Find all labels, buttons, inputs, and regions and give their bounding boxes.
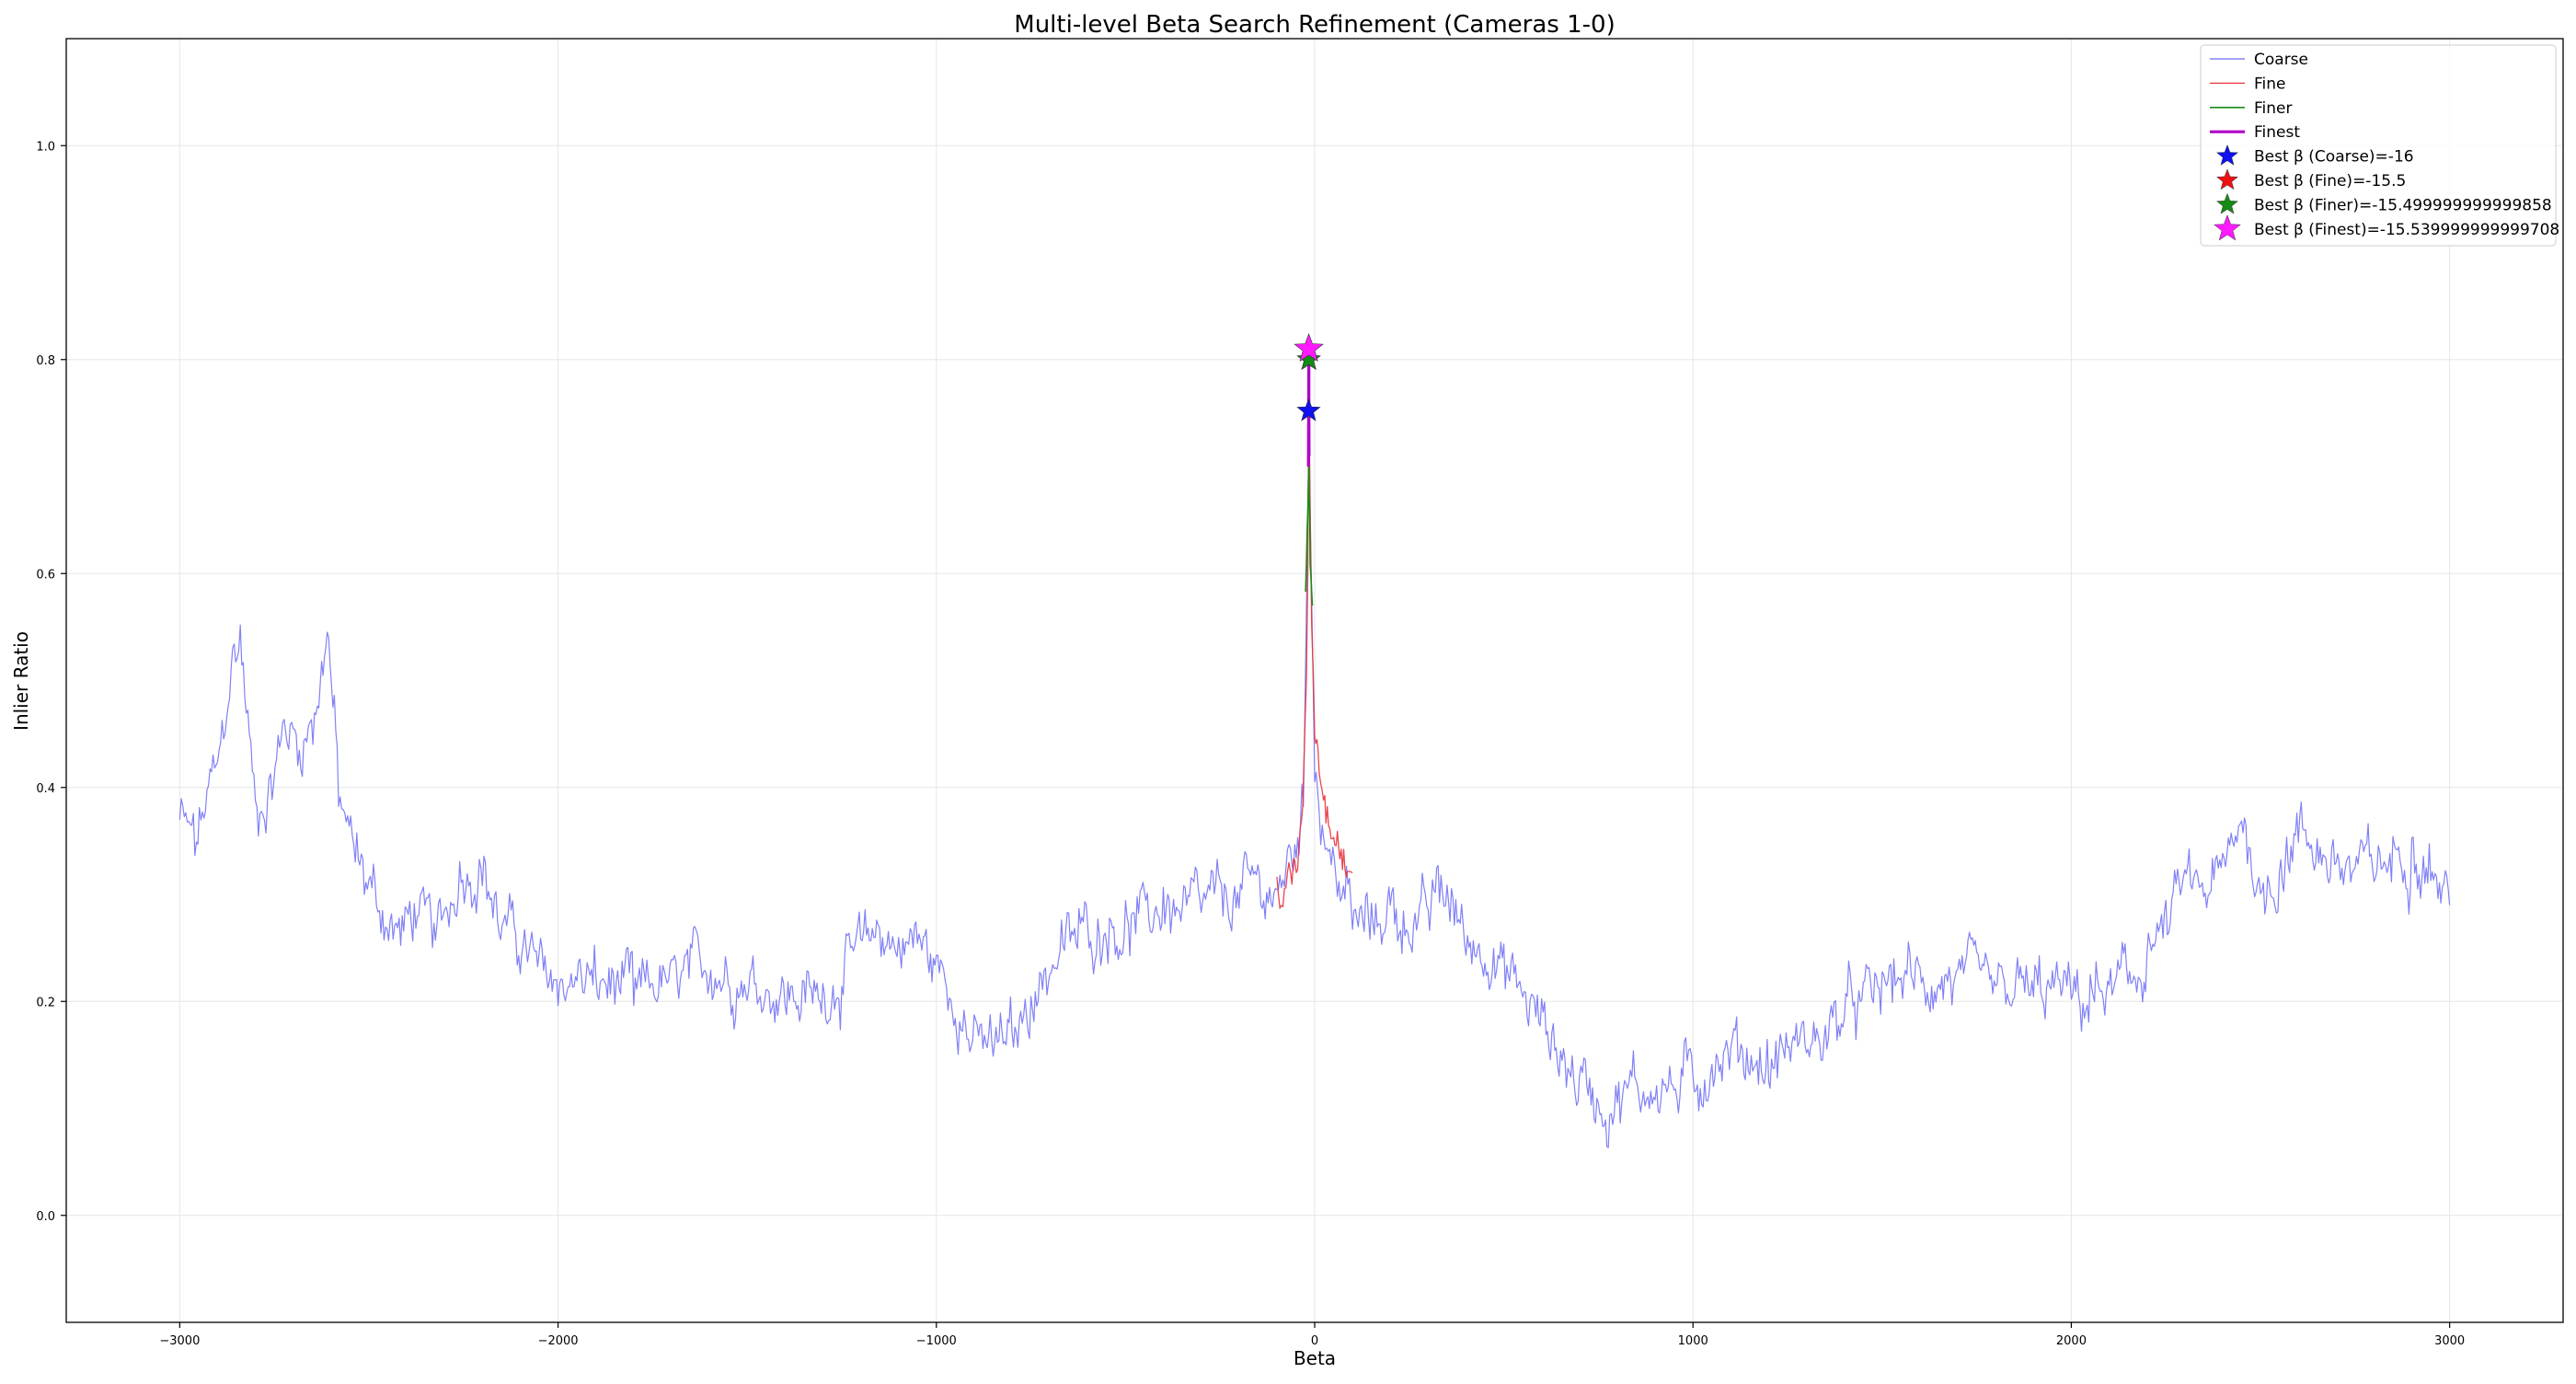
legend-label-fine: Fine [2254, 75, 2286, 93]
legend-swatch-best-finest [2214, 214, 2241, 241]
y-tick-label: 1.0 [36, 140, 55, 154]
legend-label-finest: Finest [2254, 123, 2300, 142]
axis-ticks: −3000 −2000 −1000 0 1000 2000 3000 0.0 0.2 0.4 0.6… [36, 140, 2465, 1348]
x-tick-label: 2000 [2056, 1334, 2087, 1348]
best-finest-star [1294, 333, 1324, 362]
legend-swatch-best-finer [2215, 192, 2239, 214]
x-tick-label: −3000 [159, 1334, 200, 1348]
chart-title: Multi-level Beta Search Refinement (Came… [1014, 11, 1615, 39]
x-tick-label: 1000 [1678, 1334, 1708, 1348]
y-axis-label: Inlier Ratio [10, 631, 32, 731]
grid [66, 39, 2563, 1322]
y-tick-label: 0.2 [36, 996, 55, 1009]
y-tick-label: 0.8 [36, 354, 55, 368]
legend-label-best-finest: Best β (Finest)=-15.539999999999708 [2254, 221, 2559, 239]
y-tick-label: 0.4 [36, 782, 55, 796]
y-tick-label: 0.0 [36, 1210, 55, 1224]
x-tick-label: −2000 [538, 1334, 579, 1348]
legend-box [2200, 44, 2557, 247]
legend: Coarse Fine Finer Finest Best β (Coarse)=-16… [2200, 44, 2559, 247]
x-tick-label: 3000 [2434, 1334, 2465, 1348]
x-tick-label: −1000 [916, 1334, 957, 1348]
legend-swatch-best-fine [2215, 168, 2239, 190]
x-axis-label: Beta [1294, 1347, 1336, 1369]
legend-label-finer: Finer [2254, 99, 2293, 118]
legend-label-coarse: Coarse [2254, 51, 2308, 69]
legend-swatch-best-coarse [2215, 144, 2239, 166]
x-tick-label: 0 [1311, 1334, 1318, 1348]
best-point-markers [1294, 333, 1324, 421]
series-line-coarse [178, 436, 2451, 1148]
y-tick-label: 0.6 [36, 568, 55, 582]
best-finer-star [1296, 346, 1321, 370]
best-coarse-star [1296, 398, 1321, 421]
legend-label-best-finer: Best β (Finer)=-15.499999999999858 [2254, 196, 2552, 214]
legend-label-best-fine: Best β (Fine)=-15.5 [2254, 172, 2406, 190]
legend-items: Coarse Fine Finer Finest Best β (Coarse)=-16… [2210, 51, 2559, 241]
series-line-fine [1276, 380, 1353, 909]
legend-label-best-coarse: Best β (Coarse)=-16 [2254, 148, 2414, 167]
